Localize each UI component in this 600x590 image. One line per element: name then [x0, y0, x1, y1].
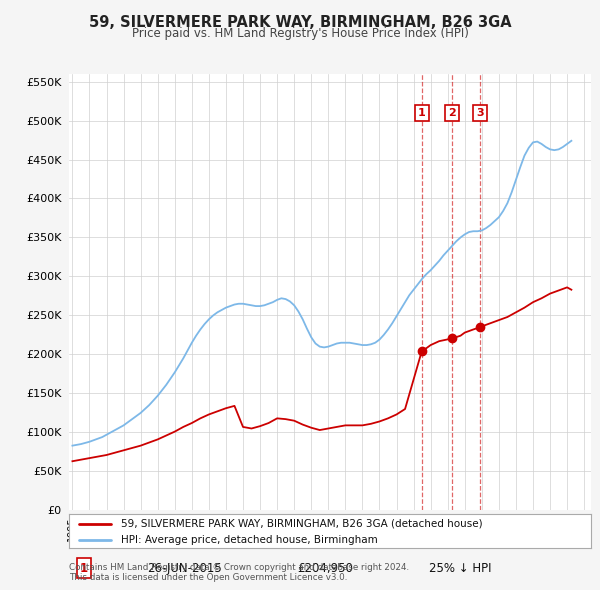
Text: Price paid vs. HM Land Registry's House Price Index (HPI): Price paid vs. HM Land Registry's House … — [131, 27, 469, 40]
Text: 1: 1 — [80, 562, 88, 575]
Text: £204,950: £204,950 — [297, 562, 353, 575]
Text: 25% ↓ HPI: 25% ↓ HPI — [429, 562, 491, 575]
Text: 1: 1 — [418, 108, 426, 118]
Text: 26-JUN-2015: 26-JUN-2015 — [147, 562, 222, 575]
Text: 59, SILVERMERE PARK WAY, BIRMINGHAM, B26 3GA (detached house): 59, SILVERMERE PARK WAY, BIRMINGHAM, B26… — [121, 519, 483, 529]
Text: 59, SILVERMERE PARK WAY, BIRMINGHAM, B26 3GA: 59, SILVERMERE PARK WAY, BIRMINGHAM, B26… — [89, 15, 511, 30]
Text: 3: 3 — [476, 108, 484, 118]
Text: 2: 2 — [448, 108, 456, 118]
Text: HPI: Average price, detached house, Birmingham: HPI: Average price, detached house, Birm… — [121, 535, 378, 545]
Text: Contains HM Land Registry data © Crown copyright and database right 2024.
This d: Contains HM Land Registry data © Crown c… — [69, 563, 409, 582]
